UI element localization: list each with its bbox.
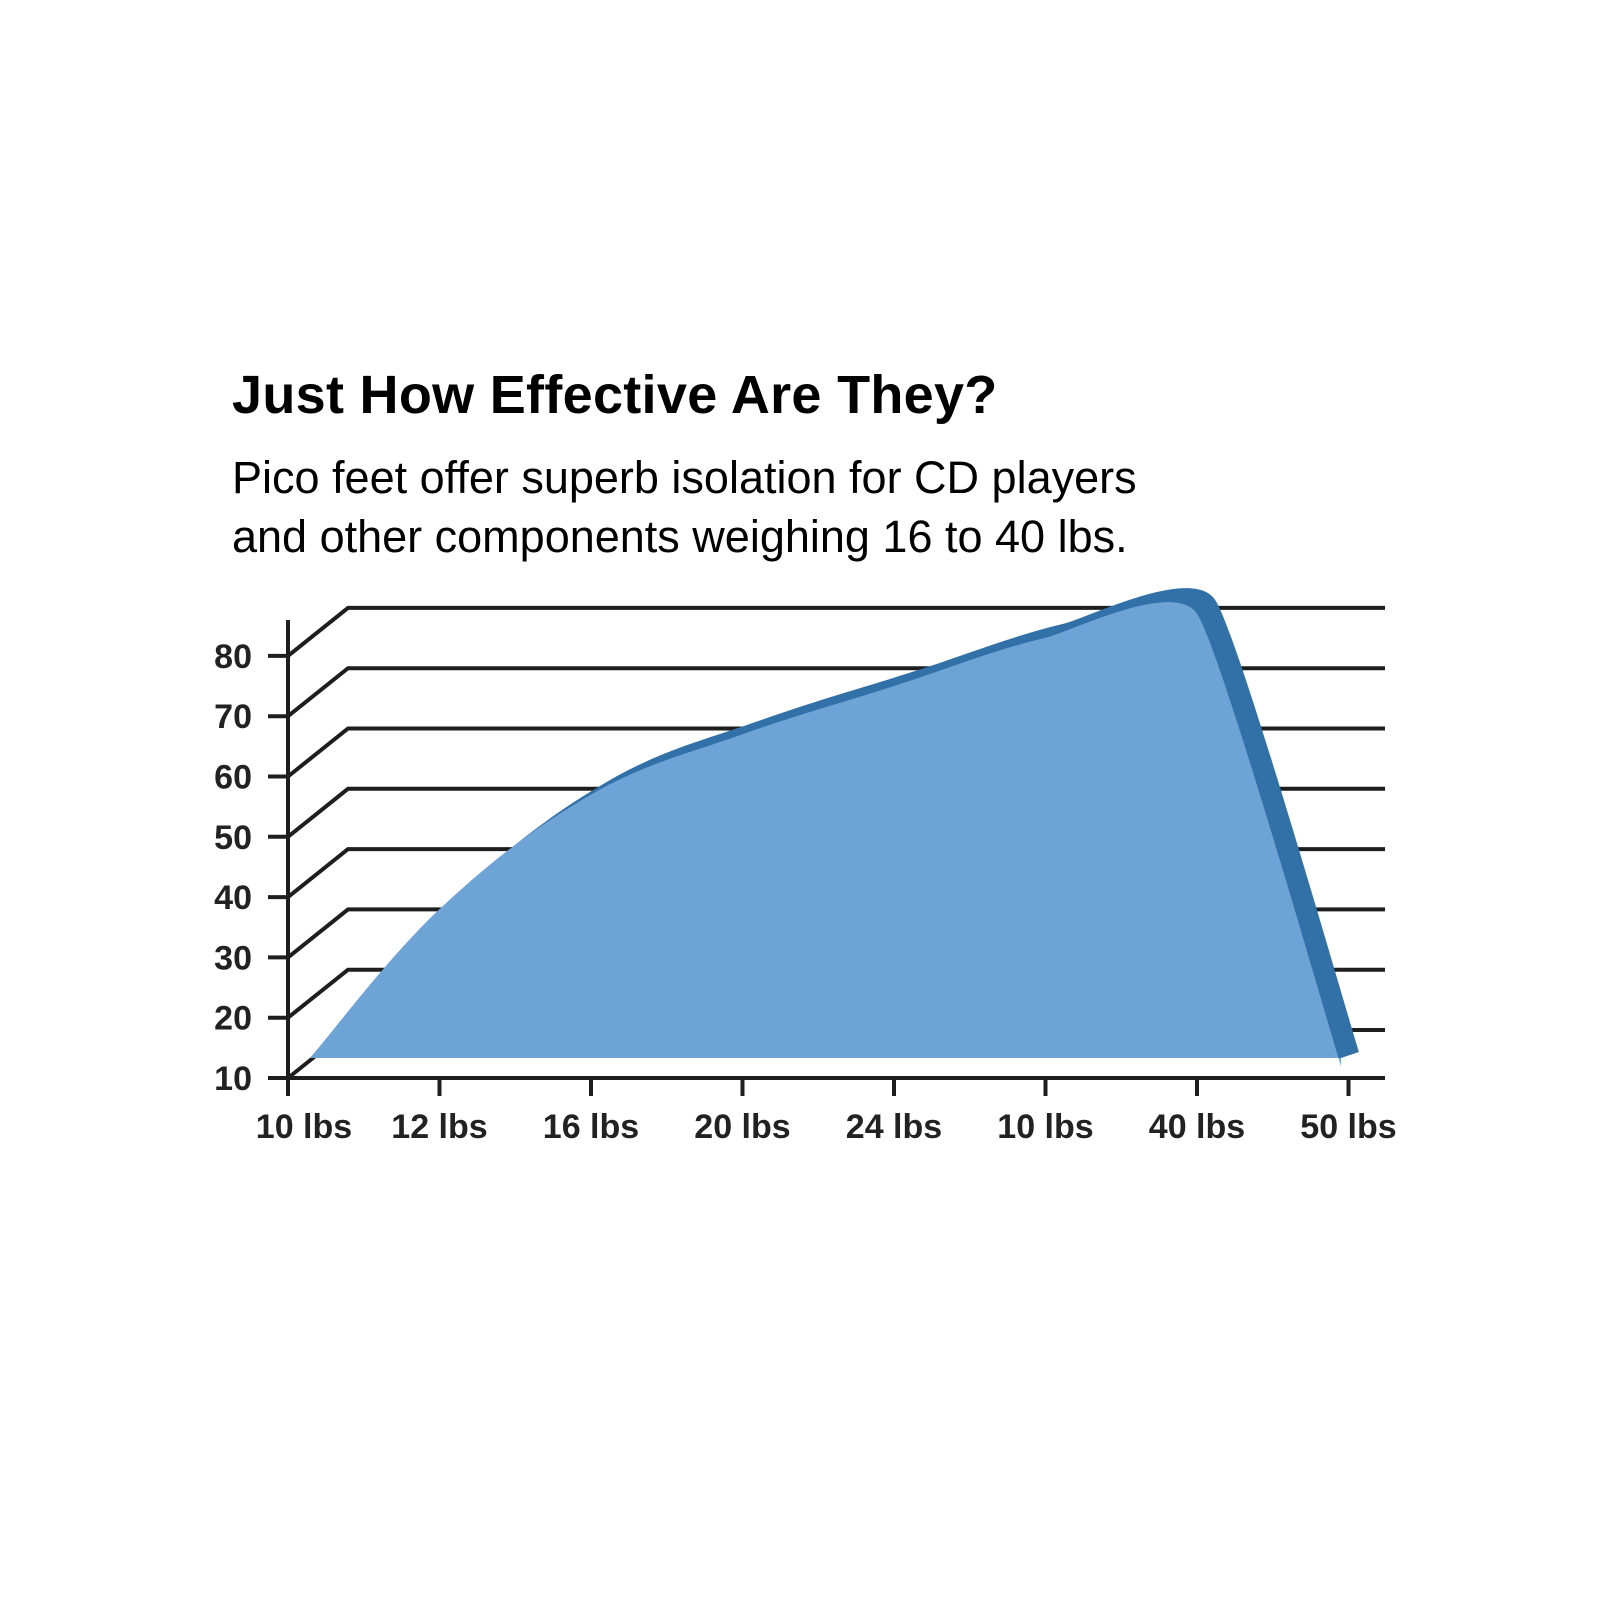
x-tick-label: 10 lbs [256,1108,352,1146]
x-tick-label: 40 lbs [1149,1108,1245,1146]
x-tick-label: 24 lbs [846,1108,942,1146]
x-tick-label: 20 lbs [694,1108,790,1146]
x-tick-label: 50 lbs [1300,1108,1396,1146]
y-tick-label: 60 [214,759,252,797]
y-axis-labels: 10 20 30 40 50 60 70 80 [214,638,252,1098]
x-tick-label: 12 lbs [391,1108,487,1146]
x-tick-label: 16 lbs [543,1108,639,1146]
y-tick-label: 10 [214,1060,252,1098]
subtitle-line-1: Pico feet offer superb isolation for CD … [232,452,1137,503]
y-tick-label: 30 [214,939,252,977]
x-tick-label: 10 lbs [997,1108,1093,1146]
y-tick-label: 20 [214,1000,252,1038]
chart-title: Just How Effective Are They? [232,365,998,425]
area-fill [310,602,1341,1066]
gridline [286,605,1385,658]
x-axis-labels: 10 lbs 12 lbs 16 lbs 20 lbs 24 lbs 10 lbs 40 l… [256,1108,1397,1146]
y-tick-label: 40 [214,879,252,917]
chart-subtitle: Pico feet offer superb isolation for CD … [232,448,1137,566]
y-tick-label: 50 [214,819,252,857]
data-area [310,588,1359,1066]
y-tick-label: 70 [214,698,252,736]
subtitle-line-2: and other components weighing 16 to 40 l… [232,511,1128,562]
y-tick-label: 80 [214,638,252,676]
axes [268,620,1385,1096]
